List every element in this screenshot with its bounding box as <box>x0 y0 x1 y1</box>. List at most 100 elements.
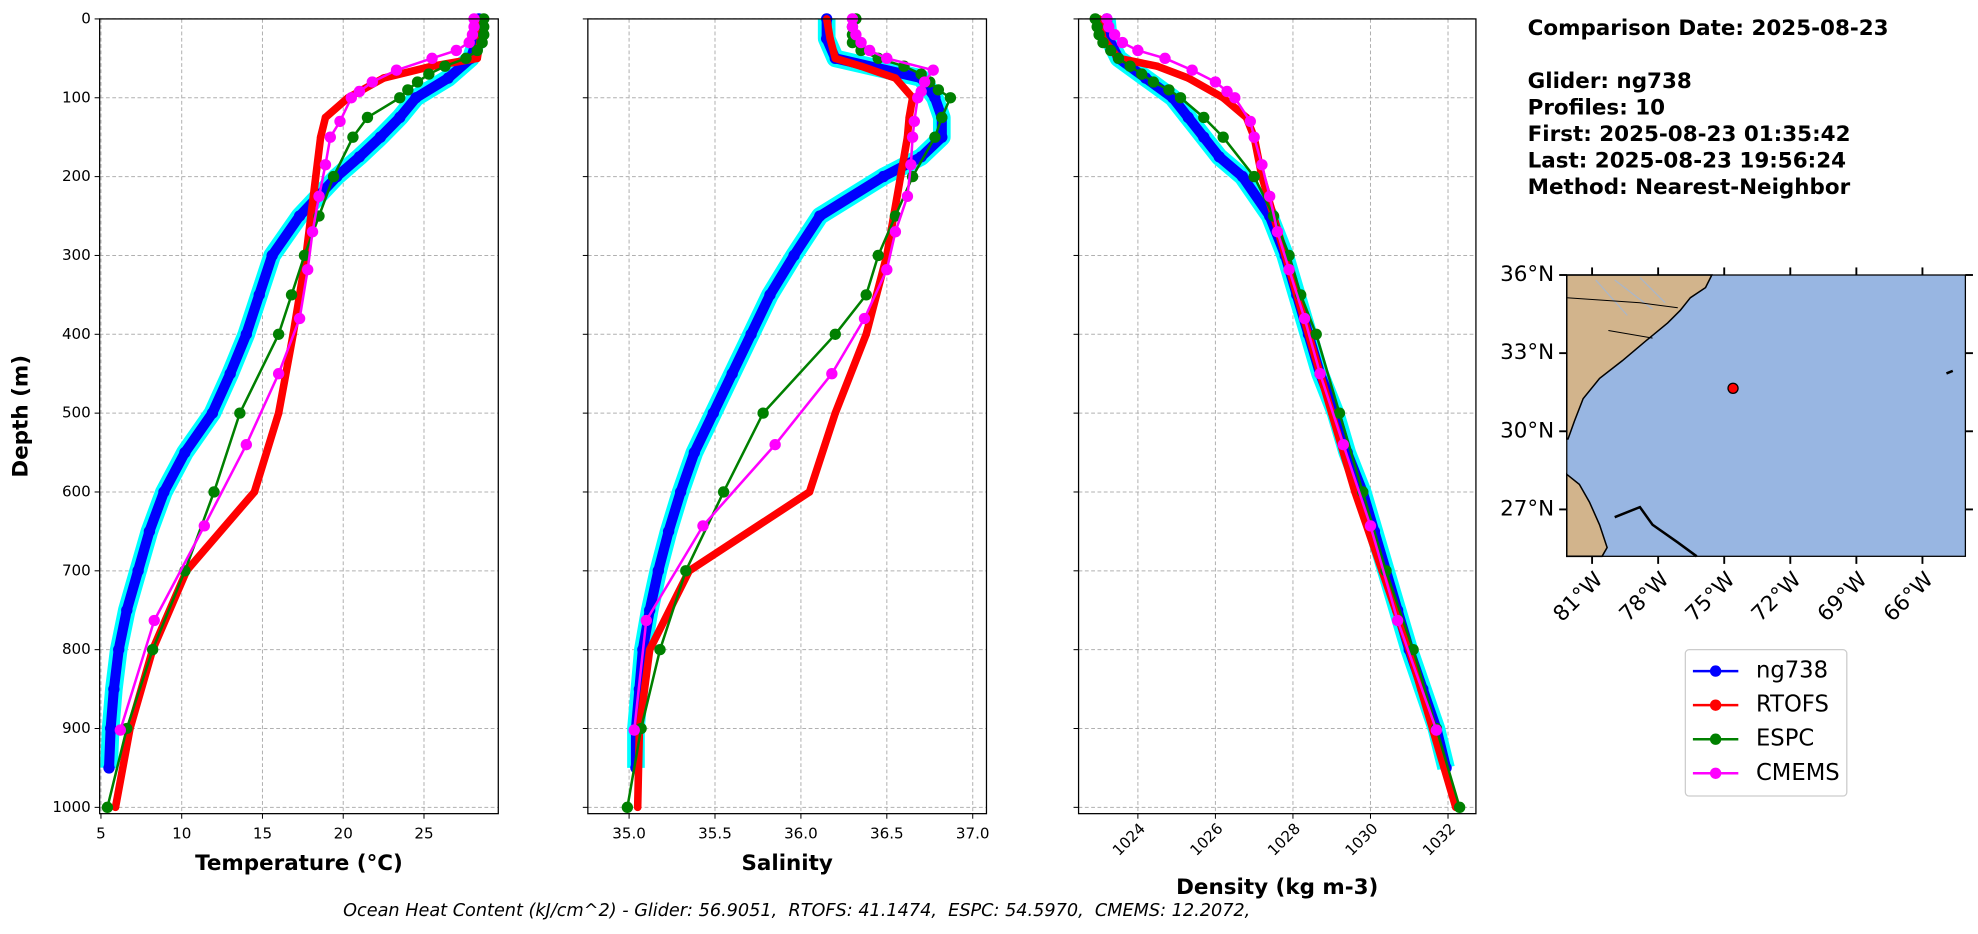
profile-point <box>311 172 320 181</box>
profile-point <box>860 289 872 301</box>
profile-point <box>906 131 919 143</box>
y-tick-label: 0 <box>81 9 91 27</box>
profile-point <box>345 92 357 104</box>
profile-point <box>313 190 325 202</box>
profile-point <box>224 368 236 380</box>
legend-label: ng738 <box>1756 658 1828 684</box>
profile-point <box>285 289 298 301</box>
comparison-title: Comparison Date: 2025-08-23 <box>1528 16 1889 41</box>
profile-line <box>630 18 947 768</box>
legend-marker <box>1709 699 1722 711</box>
rivers <box>1595 277 1666 316</box>
profile-point <box>858 312 871 325</box>
profile-point <box>250 488 259 496</box>
profile-point <box>113 643 125 656</box>
profile-point <box>932 84 945 96</box>
map-frame <box>1566 274 1967 557</box>
y-tick-label: 400 <box>62 325 91 343</box>
profile-point <box>198 520 210 532</box>
profile-point <box>1256 159 1268 171</box>
x-tick-label: 81°W <box>1549 567 1609 627</box>
y-tick-label: 30°N <box>1500 418 1554 443</box>
profile-point <box>208 486 220 498</box>
profile-point <box>1186 64 1198 76</box>
profile-point <box>1108 29 1121 41</box>
legend-label: ESPC <box>1756 726 1814 752</box>
profile-point <box>877 170 890 183</box>
profile-point <box>1097 36 1109 49</box>
profile-point <box>905 159 917 171</box>
axes-frame <box>99 18 499 815</box>
profile-point <box>855 44 867 57</box>
profile-point <box>1124 60 1136 72</box>
profile-point <box>179 446 191 459</box>
y-tick-label: 300 <box>62 246 91 264</box>
profile-point <box>240 328 252 340</box>
profile-point <box>757 407 769 419</box>
profile-point <box>394 92 406 104</box>
profile-point <box>272 328 285 340</box>
profile-point <box>478 21 490 33</box>
profile-point <box>353 85 366 98</box>
profile-point <box>103 762 115 774</box>
profile-point <box>321 113 330 122</box>
x-tick-label: 1032 <box>1419 820 1459 860</box>
profile-point <box>272 368 285 380</box>
y-tick-label: 1000 <box>52 798 91 816</box>
profile-point <box>1351 488 1359 496</box>
axes-frame <box>587 18 988 815</box>
y-tick-label: 36°N <box>1500 262 1554 287</box>
profile-point <box>1298 312 1311 325</box>
profile-point <box>1453 801 1466 814</box>
profile-spread <box>100 18 488 769</box>
profile-point <box>889 226 902 238</box>
profile-point <box>471 44 483 57</box>
info-line: Glider: ng738 <box>1528 69 1692 94</box>
profile-point <box>410 92 422 104</box>
profile-point <box>132 565 144 577</box>
x-tick-label: 36.0 <box>784 824 818 842</box>
profile-point <box>1248 131 1260 143</box>
x-tick-label: 20 <box>334 824 353 842</box>
profile-point <box>788 249 800 262</box>
profile-point <box>717 486 730 498</box>
legend-marker <box>1709 767 1722 779</box>
profile-line <box>1101 18 1451 770</box>
profile-point <box>936 111 948 124</box>
profile-point <box>1217 131 1229 143</box>
borders <box>1566 297 1678 339</box>
islands <box>1614 369 1954 558</box>
profile-line <box>626 18 952 808</box>
profile-point <box>158 486 170 498</box>
profile-point <box>680 565 692 577</box>
profile-point <box>645 645 654 654</box>
profile-point <box>306 226 319 238</box>
legend-marker <box>1709 733 1722 745</box>
profile-point <box>826 368 838 380</box>
profile-point <box>918 76 931 88</box>
legend-box <box>1684 649 1848 797</box>
x-tick-label: 75°W <box>1681 567 1741 627</box>
profile-point <box>1221 85 1233 98</box>
profile-point <box>1236 170 1249 183</box>
profile-point <box>473 54 482 63</box>
profile-point <box>654 643 666 656</box>
y-tick-label: 100 <box>62 88 91 106</box>
x-tick-label: 78°W <box>1615 567 1675 627</box>
profile-point <box>1116 36 1129 49</box>
profile-point <box>439 60 451 72</box>
profile-point <box>402 84 414 96</box>
profile-point <box>1248 170 1260 183</box>
y-tick-label: 800 <box>62 640 91 658</box>
profile-point <box>426 52 438 65</box>
profile-point <box>234 407 246 419</box>
profile-point <box>442 72 454 84</box>
profile-point <box>927 64 939 76</box>
profile-point <box>293 312 306 325</box>
profile-point <box>857 62 865 71</box>
profile-spread <box>1098 18 1455 771</box>
profile-point <box>1314 368 1326 380</box>
profile-point <box>1112 52 1125 65</box>
profile-point <box>1103 21 1115 33</box>
